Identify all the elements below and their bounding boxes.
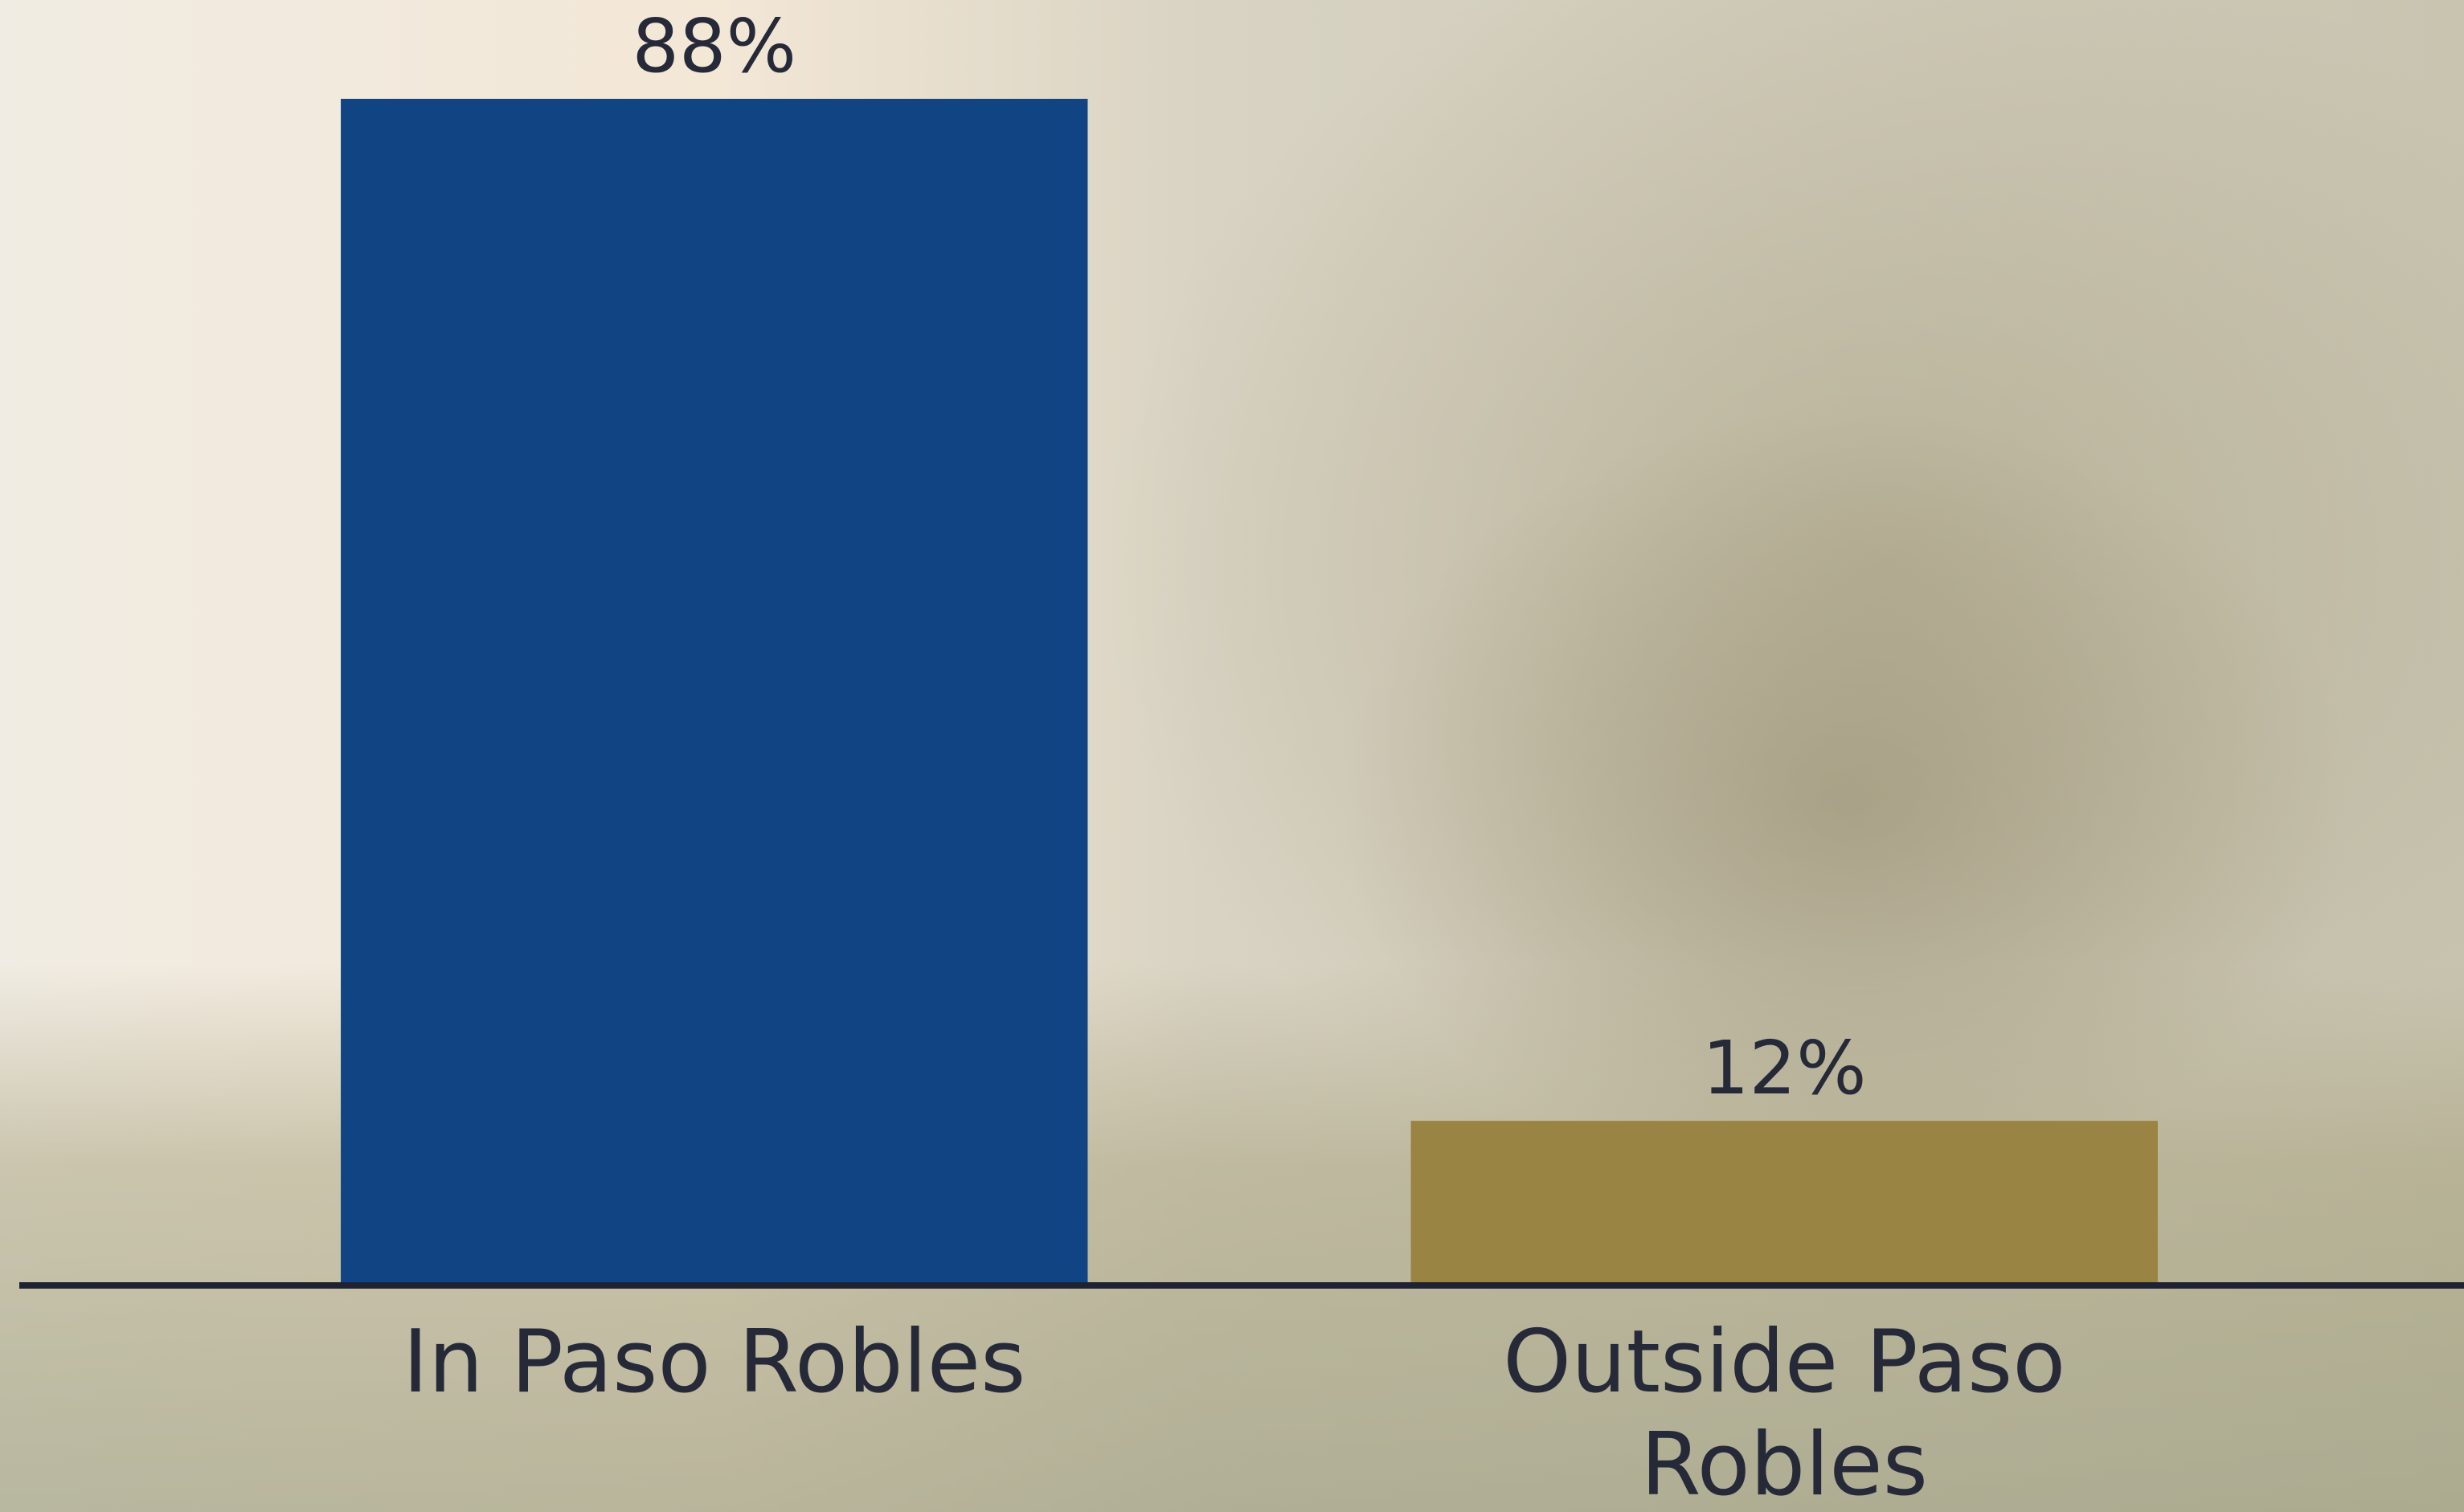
bar bbox=[341, 99, 1088, 1282]
value-label: 88% bbox=[632, 3, 796, 89]
x-tick-label: Outside Paso Robles bbox=[1503, 1312, 2066, 1512]
x-tick-label: In Paso Robles bbox=[403, 1312, 1026, 1412]
value-label: 12% bbox=[1702, 1025, 1867, 1112]
bar bbox=[1410, 1121, 2158, 1282]
